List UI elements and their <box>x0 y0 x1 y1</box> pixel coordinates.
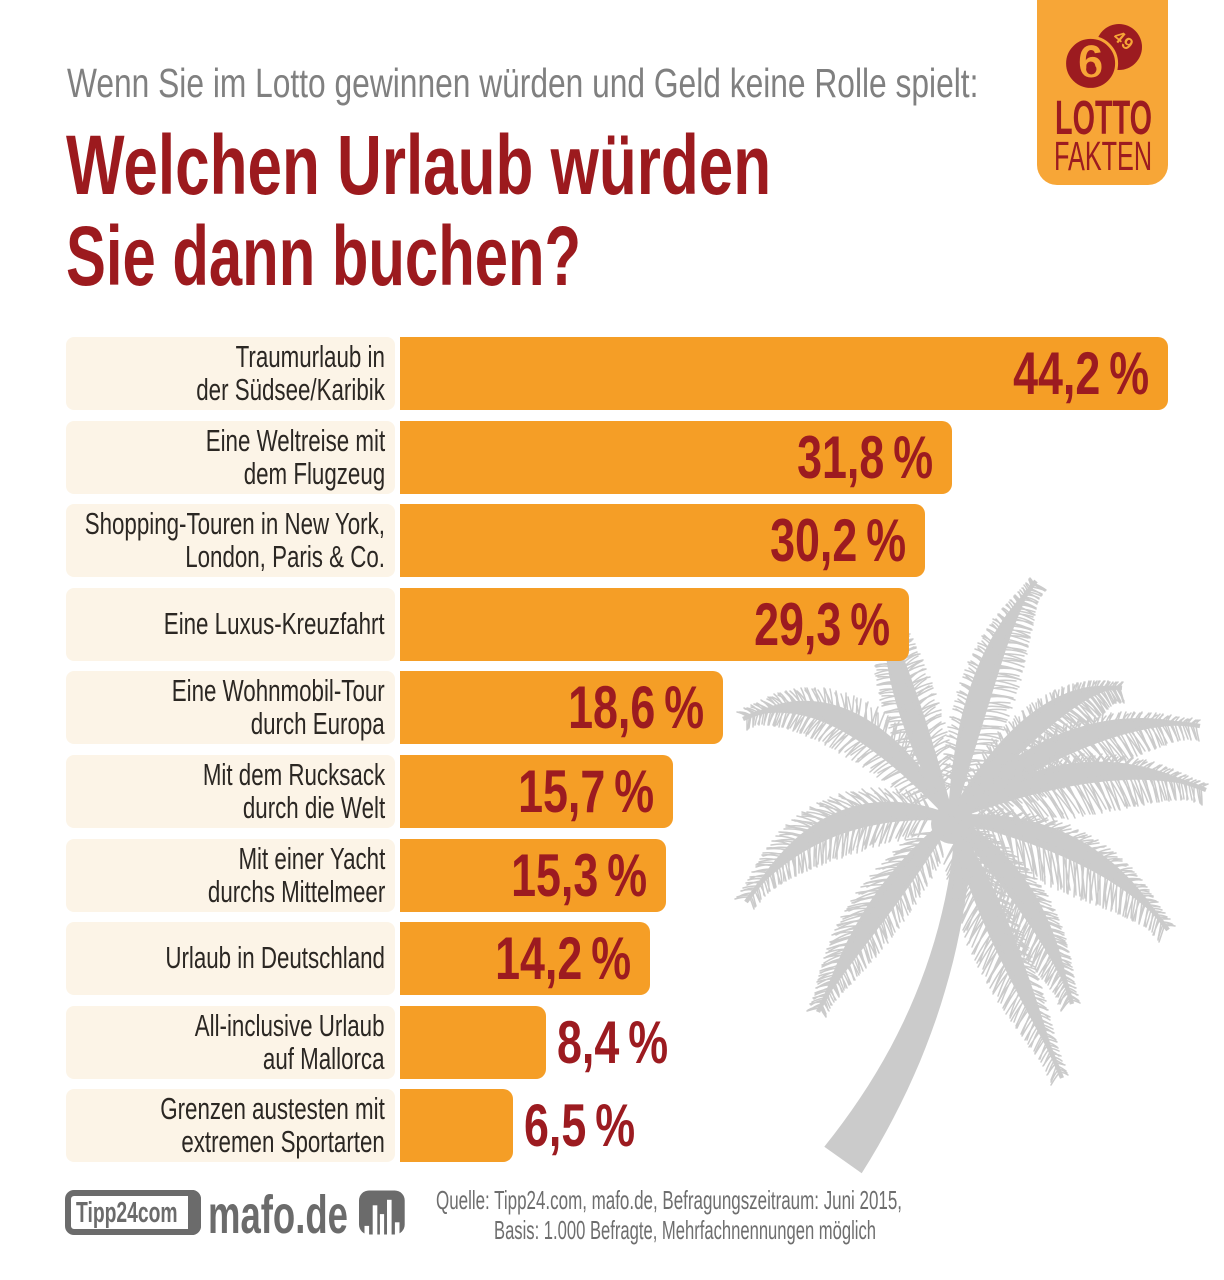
svg-text:6: 6 <box>1078 36 1103 87</box>
